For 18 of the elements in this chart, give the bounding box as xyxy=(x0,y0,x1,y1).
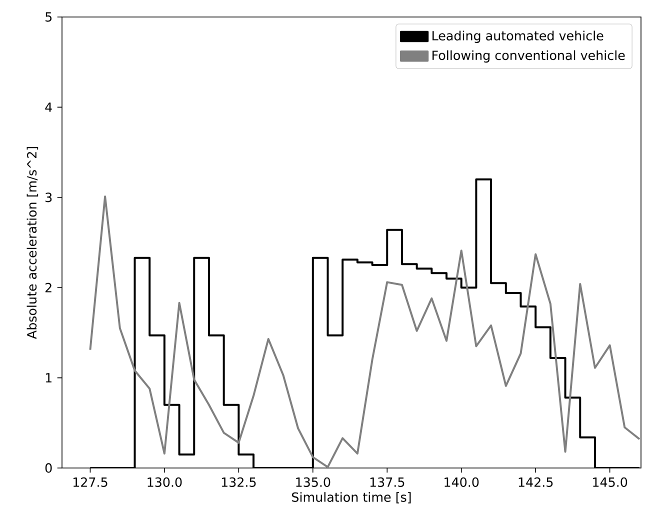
legend-label: Leading automated vehicle xyxy=(432,30,604,43)
y-tick-label: 4 xyxy=(45,102,52,112)
x-tick-label: 140.0 xyxy=(444,477,479,487)
x-tick-label: 137.5 xyxy=(370,477,404,487)
x-tick-label: 132.5 xyxy=(222,477,256,487)
x-tick-label: 145.0 xyxy=(593,477,628,487)
x-tick-label: 135.0 xyxy=(296,477,330,487)
x-tick-label: 127.5 xyxy=(73,477,108,487)
y-axis-title: Absolute acceleration [m/s^2] xyxy=(26,146,38,339)
x-tick-label: 130.0 xyxy=(148,477,182,487)
y-tick-label: 0 xyxy=(45,463,52,473)
legend-label: Following conventional vehicle xyxy=(432,50,625,63)
x-axis-title: Simulation time [s] xyxy=(292,492,411,504)
y-tick-label: 2 xyxy=(45,282,52,292)
y-tick-label: 3 xyxy=(46,192,52,202)
y-tick-label: 1 xyxy=(46,373,52,382)
y-tick-label: 5 xyxy=(46,12,52,22)
x-tick-label: 142.5 xyxy=(518,477,553,487)
